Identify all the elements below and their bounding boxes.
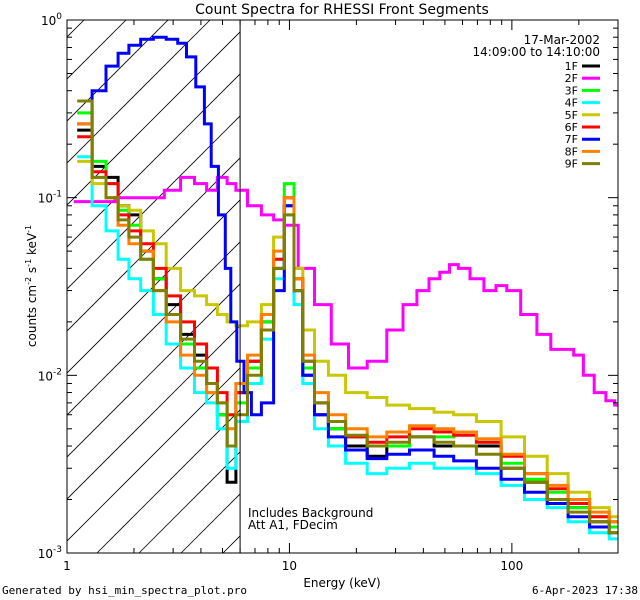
hatch-line — [67, 20, 127, 80]
series-1F — [77, 128, 618, 529]
hatch-line — [0, 0, 109, 553]
y-tick-label: 10-3 — [38, 545, 62, 561]
annotation-background: Includes Background — [248, 506, 373, 520]
hatch-line — [67, 20, 211, 164]
hatch-line — [67, 283, 241, 458]
hatch-line — [349, 0, 640, 553]
x-tick-label: 10 — [282, 559, 297, 573]
legend-label-5F: 5F — [565, 109, 578, 122]
hatch-line — [67, 157, 241, 332]
hatch-line — [67, 199, 241, 374]
hatch-line — [307, 0, 640, 553]
hatch-line — [67, 20, 169, 122]
series-layer — [73, 35, 618, 541]
time-range: 14:09:00 to 14:10:00 — [473, 45, 600, 59]
hatch-line — [67, 115, 241, 290]
legend-label-2F: 2F — [565, 72, 578, 85]
hatch-line — [67, 325, 241, 500]
legend-label-8F: 8F — [565, 145, 578, 158]
legend-label-7F: 7F — [565, 133, 578, 146]
axis-ticks: 1 10 100 100 10-1 10-2 10-3 — [38, 12, 619, 573]
hatch-line — [67, 367, 241, 542]
legend-label-6F: 6F — [565, 121, 578, 134]
annotation-attenuator: Att A1, FDecim — [248, 518, 338, 532]
legend-label-3F: 3F — [565, 84, 578, 97]
x-tick-label: 1 — [63, 559, 71, 573]
hatch-line — [67, 241, 241, 416]
series-9F — [77, 99, 618, 535]
y-axis-label: counts cm-2 s-1 keV-1 — [24, 225, 39, 347]
generated-by-text: Generated by hsi_min_spectra_plot.pro — [2, 584, 248, 597]
y-tick-label: 10-1 — [38, 190, 62, 206]
plot-frame — [66, 19, 619, 554]
legend-label-1F: 1F — [565, 60, 578, 73]
x-axis-label: Energy (keV) — [303, 576, 380, 590]
hatched-region — [0, 0, 640, 553]
hatch-line — [138, 451, 241, 553]
y-tick-label: 10-2 — [38, 367, 62, 383]
hatch-line — [265, 0, 640, 553]
series-3F — [77, 111, 618, 529]
series-7F — [77, 35, 618, 535]
hatch-line — [67, 31, 241, 206]
hatch-line — [96, 409, 241, 553]
legend-label-9F: 9F — [565, 158, 578, 171]
series-2F — [73, 175, 618, 407]
legend-label-4F: 4F — [565, 97, 578, 110]
observation-date: 17-Mar-2002 — [524, 33, 600, 47]
x-tick-label: 100 — [500, 559, 523, 573]
y-tick-label: 100 — [41, 12, 62, 28]
timestamp-text: 6-Apr-2023 17:38 — [532, 584, 638, 597]
chart-title: Count Spectra for RHESSI Front Segments — [195, 2, 489, 18]
